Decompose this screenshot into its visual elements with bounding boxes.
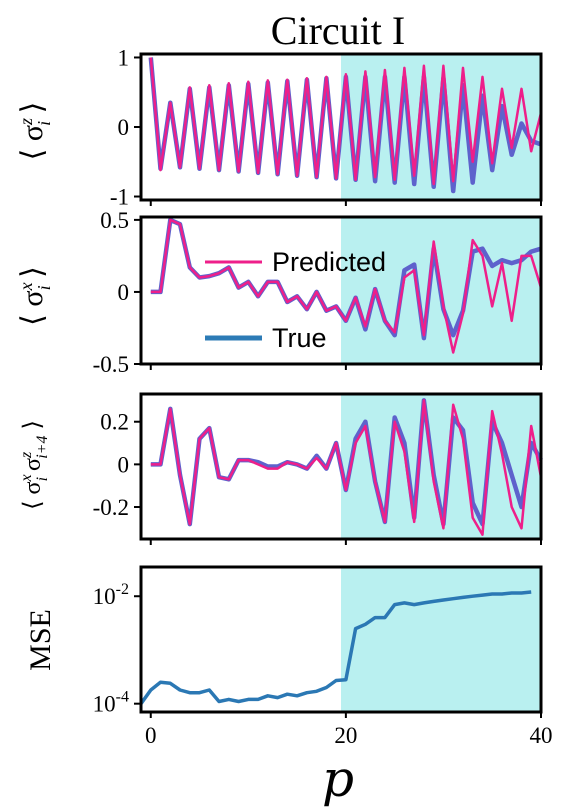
series-line-predicted bbox=[150, 399, 543, 536]
series-line-mse bbox=[139, 590, 532, 705]
ylabel-sigma-x: ⟨ σxi ⟩ bbox=[16, 266, 54, 326]
plot-frame bbox=[139, 565, 543, 714]
x-tick-label: 40 bbox=[530, 723, 553, 748]
plot-frame bbox=[139, 392, 543, 541]
y-tick-label: 0 bbox=[118, 115, 130, 140]
panel-mse: 10-2 10-4 0 20 40 bbox=[93, 565, 553, 748]
y-tick-label: -1 bbox=[110, 185, 129, 210]
y-tick-label: 0 bbox=[118, 280, 130, 305]
y-tick-label: -0.2 bbox=[93, 495, 129, 520]
extrapolation-shade bbox=[341, 567, 541, 712]
legend-predicted-label: Predicted bbox=[272, 247, 386, 277]
y-tick-label: 0.5 bbox=[100, 208, 129, 233]
series-line-predicted bbox=[150, 218, 543, 354]
plot-frame bbox=[139, 215, 543, 366]
x-tick-label: 0 bbox=[145, 723, 157, 748]
ylabel-correlator: ⟨ σxi σzi+4 ⟩ bbox=[18, 420, 51, 510]
x-axis-label: p bbox=[322, 750, 354, 808]
ylabel-mse: MSE bbox=[24, 609, 57, 671]
panel-correlator: 0.2 0 -0.2 bbox=[93, 392, 543, 545]
y-axis-labels: ⟨ σzi ⟩ ⟨ σxi ⟩ ⟨ σxi σzi+4 ⟩ MSE bbox=[16, 102, 57, 671]
figure-title: Circuit I bbox=[271, 8, 405, 53]
y-tick-label: -0.5 bbox=[93, 352, 129, 377]
series-line-predicted bbox=[149, 57, 543, 186]
legend-true-label: True bbox=[272, 323, 327, 353]
panel-sigma-z: 1 0 -1 bbox=[110, 45, 543, 210]
panel-sigma-x: 0.5 0 -0.5 Predicted True bbox=[93, 208, 543, 377]
y-tick-label: 0 bbox=[118, 452, 130, 477]
x-tick-label: 20 bbox=[334, 723, 357, 748]
y-tick-label: 10-4 bbox=[93, 689, 129, 717]
y-tick-label: 0.2 bbox=[100, 410, 129, 435]
ylabel-sigma-z: ⟨ σzi ⟩ bbox=[16, 102, 54, 161]
y-tick-label: 10-2 bbox=[93, 581, 129, 609]
y-tick-label: 1 bbox=[118, 45, 130, 70]
